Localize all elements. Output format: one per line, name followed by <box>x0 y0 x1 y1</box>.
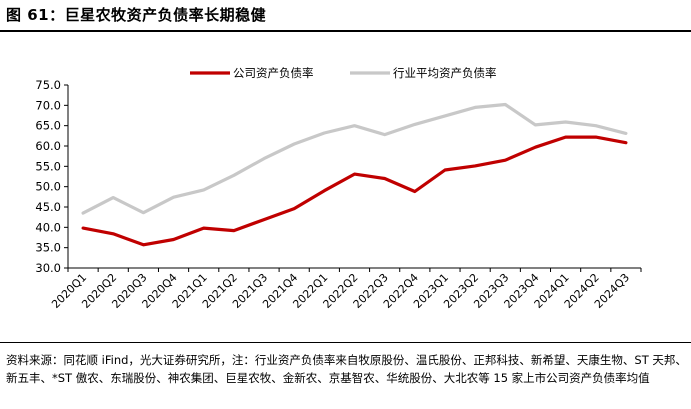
y-tick-label: 45.0 <box>35 200 61 214</box>
line-chart: 公司资产负债率 行业平均资产负债率 30.0 35.0 40.0 45.0 50.0 55.… <box>35 66 642 311</box>
y-tick-label: 30.0 <box>35 261 61 275</box>
legend-label: 公司资产负债率 <box>233 66 314 80</box>
y-tick-label: 75.0 <box>35 78 61 92</box>
series-line <box>81 102 628 215</box>
y-axis: 30.0 35.0 40.0 45.0 50.0 55.0 60.0 65.0 70.0 75.0 <box>35 78 69 275</box>
source-divider <box>0 342 691 343</box>
y-tick-label: 70.0 <box>35 98 61 112</box>
title-divider <box>0 30 691 32</box>
series-line <box>81 135 628 247</box>
y-tick-label: 55.0 <box>35 159 61 173</box>
y-tick-label: 60.0 <box>35 139 61 153</box>
source-note: 资料来源：同花顺 iFind，光大证券研究所，注：行业资产负债率来自牧原股份、温… <box>6 353 687 385</box>
y-tick-label: 40.0 <box>35 220 61 234</box>
figure-title: 图 61：巨星农牧资产负债率长期稳健 <box>6 6 267 24</box>
x-axis: 2020Q12020Q22020Q32020Q42021Q12021Q22021… <box>49 267 642 311</box>
series-lines <box>81 102 628 247</box>
chart-legend: 公司资产负债率 行业平均资产负债率 <box>190 66 497 80</box>
y-tick-label: 50.0 <box>35 180 61 194</box>
legend-label: 行业平均资产负债率 <box>393 66 497 80</box>
y-tick-label: 65.0 <box>35 119 61 133</box>
y-tick-label: 35.0 <box>35 241 61 255</box>
